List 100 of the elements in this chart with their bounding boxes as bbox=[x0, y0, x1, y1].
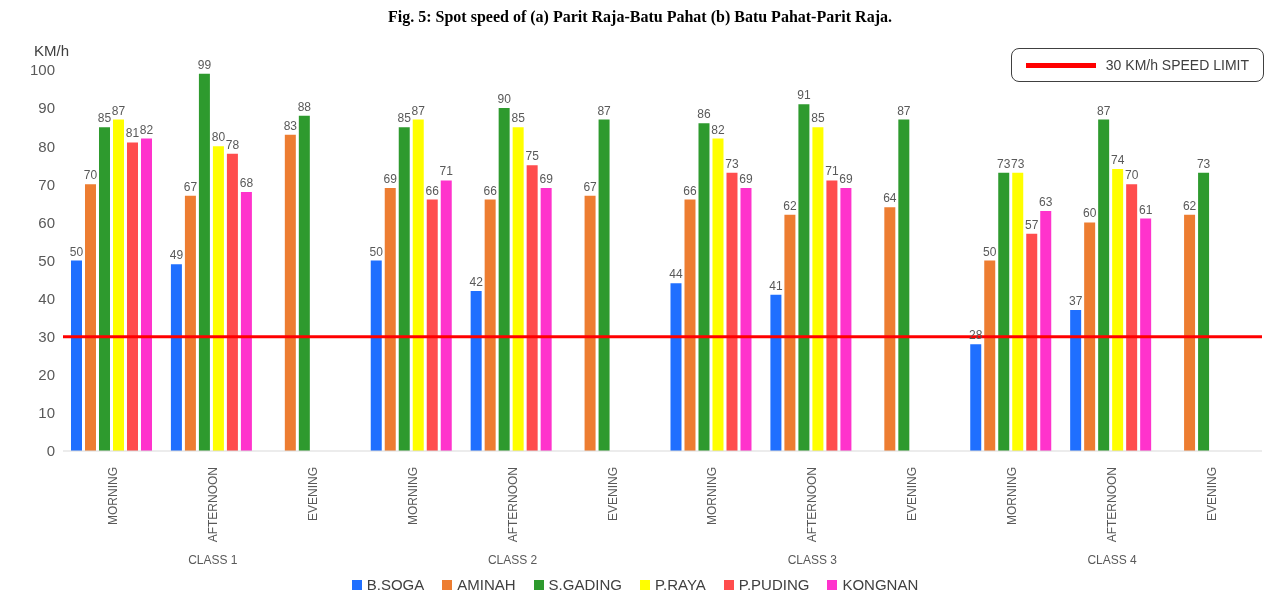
data-label: 49 bbox=[169, 248, 184, 263]
data-label: 66 bbox=[483, 183, 498, 198]
legend-label: KONGNAN bbox=[841, 576, 919, 593]
data-label: 87 bbox=[597, 103, 612, 118]
data-label: 71 bbox=[825, 164, 839, 179]
bar bbox=[140, 138, 152, 451]
bar bbox=[226, 153, 238, 451]
bar bbox=[1040, 210, 1052, 451]
x-tick-label: AFTERNOON bbox=[205, 467, 220, 543]
data-label: 74 bbox=[1110, 153, 1125, 168]
bar bbox=[198, 73, 210, 451]
data-label: 80 bbox=[211, 130, 226, 145]
data-label: 37 bbox=[1068, 294, 1083, 309]
bar bbox=[1084, 222, 1096, 451]
bar bbox=[784, 214, 796, 451]
bar bbox=[1026, 233, 1038, 451]
legend-label: P.PUDING bbox=[737, 576, 810, 593]
data-label: 70 bbox=[83, 168, 98, 183]
bar bbox=[740, 188, 752, 451]
bar bbox=[770, 294, 782, 451]
data-label: 67 bbox=[183, 179, 198, 194]
bar bbox=[1112, 169, 1124, 451]
bar bbox=[370, 260, 382, 451]
bar bbox=[826, 180, 838, 451]
y-tick-label: 80 bbox=[38, 137, 55, 155]
bar bbox=[1140, 218, 1152, 451]
data-label: 50 bbox=[983, 244, 997, 259]
bar bbox=[698, 123, 710, 451]
y-tick-label: 10 bbox=[38, 404, 55, 422]
data-label: 69 bbox=[739, 172, 753, 187]
x-tick-label: EVENING bbox=[305, 467, 320, 522]
data-label: 99 bbox=[197, 57, 212, 72]
data-label: 87 bbox=[1096, 103, 1111, 118]
data-label: 75 bbox=[525, 149, 540, 164]
bar bbox=[598, 119, 610, 451]
data-label: 71 bbox=[439, 164, 454, 179]
x-tick-label: MORNING bbox=[705, 467, 720, 525]
bar bbox=[170, 264, 182, 451]
bar bbox=[412, 119, 424, 451]
data-label: 90 bbox=[497, 92, 512, 107]
bar bbox=[1184, 214, 1196, 451]
bar bbox=[540, 188, 552, 451]
data-label: 42 bbox=[469, 274, 484, 289]
y-tick-label: 50 bbox=[38, 251, 55, 269]
x-tick-label: AFTERNOON bbox=[1105, 467, 1120, 543]
bar bbox=[798, 104, 810, 451]
text: CLASS 3 bbox=[787, 553, 838, 567]
bar bbox=[1198, 172, 1210, 451]
data-label: 86 bbox=[697, 107, 711, 122]
data-label: 67 bbox=[583, 179, 598, 194]
data-label: 85 bbox=[97, 111, 112, 126]
data-label: 73 bbox=[1196, 156, 1211, 171]
y-tick-label: 30 bbox=[38, 328, 55, 346]
legend-label: P.RAYA bbox=[653, 576, 706, 593]
legend-label: 30 KM/h SPEED LIMIT bbox=[1105, 57, 1249, 73]
data-label: 73 bbox=[997, 156, 1011, 171]
bar bbox=[298, 115, 310, 451]
legend-label: AMINAH bbox=[456, 576, 516, 593]
x-tick-label: AFTERNOON bbox=[805, 467, 820, 543]
x-tick-label: EVENING bbox=[605, 467, 620, 522]
bar bbox=[726, 172, 738, 451]
data-label: 87 bbox=[897, 103, 911, 118]
data-label: 61 bbox=[1138, 202, 1153, 217]
data-label: 88 bbox=[297, 99, 312, 114]
text: CLASS 2 bbox=[487, 553, 538, 567]
bar bbox=[498, 108, 510, 451]
data-label: 70 bbox=[1124, 168, 1139, 183]
bar bbox=[98, 127, 110, 451]
data-label: 68 bbox=[239, 175, 254, 190]
data-label: 87 bbox=[411, 103, 426, 118]
data-label: 81 bbox=[125, 126, 140, 141]
x-tick-label: EVENING bbox=[1205, 467, 1220, 522]
data-label: 50 bbox=[369, 244, 384, 259]
x-tick-label: AFTERNOON bbox=[505, 467, 520, 543]
data-label: 78 bbox=[225, 137, 240, 152]
data-label: 60 bbox=[1082, 206, 1097, 221]
text: CLASS 4 bbox=[1087, 553, 1138, 567]
bar bbox=[684, 199, 696, 451]
data-label: 50 bbox=[69, 244, 84, 259]
bar bbox=[112, 119, 124, 451]
y-tick-label: 60 bbox=[38, 213, 55, 231]
bar bbox=[70, 260, 82, 451]
data-label: 44 bbox=[669, 267, 683, 282]
data-label: 85 bbox=[511, 111, 526, 126]
bar bbox=[712, 138, 724, 451]
data-label: 62 bbox=[1182, 198, 1197, 213]
y-axis-title: KM/h bbox=[34, 42, 70, 59]
data-label: 69 bbox=[839, 172, 853, 187]
x-tick-label: MORNING bbox=[105, 467, 120, 525]
y-tick-label: 40 bbox=[38, 289, 55, 307]
bar bbox=[240, 191, 252, 451]
data-label: 41 bbox=[769, 278, 783, 293]
x-tick-label: MORNING bbox=[405, 467, 420, 525]
bar bbox=[670, 283, 682, 451]
bar bbox=[426, 199, 438, 451]
y-tick-label: 0 bbox=[46, 442, 55, 460]
bar bbox=[1070, 310, 1082, 451]
bar bbox=[884, 207, 896, 451]
x-tick-label: MORNING bbox=[1005, 467, 1020, 525]
chart-title: Fig. 5: Spot speed of (a) Parit Raja-Batu Pahat (b) Batu Pahat-Parit Raja. bbox=[387, 8, 893, 28]
